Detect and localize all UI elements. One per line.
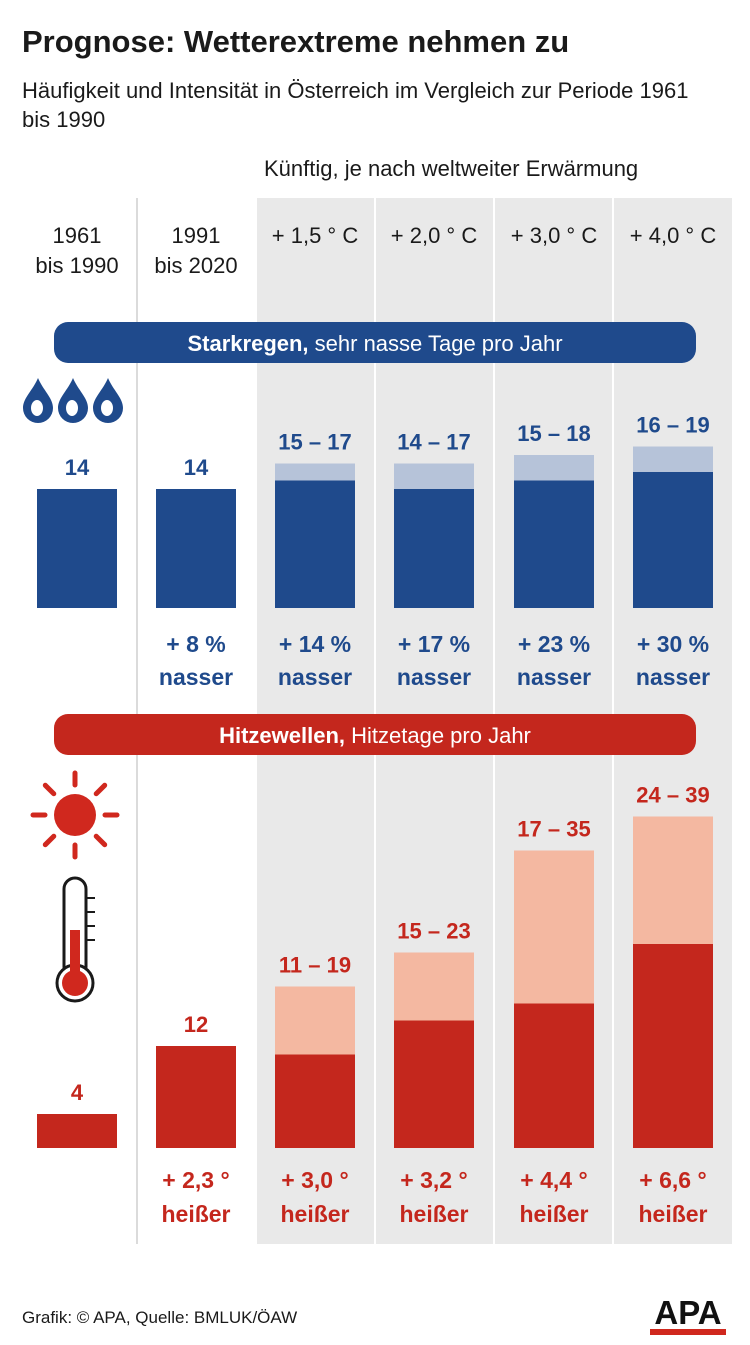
starkregen-value-label: 14 xyxy=(65,455,90,480)
column-header-line2: bis 1990 xyxy=(35,253,118,278)
hitzewellen-banner-title: Hitzewellen, Hitzetage pro Jahr xyxy=(219,723,531,748)
hitzewellen-bar xyxy=(394,1020,474,1148)
sun-ray xyxy=(42,782,57,797)
raindrop-highlight xyxy=(66,400,78,416)
hitzewellen-bar-range xyxy=(633,816,713,944)
starkregen-value-label: 14 – 17 xyxy=(397,430,470,455)
raindrop-highlight xyxy=(31,400,43,416)
source-footer: Grafik: © APA, Quelle: BMLUK/ÖAW xyxy=(22,1308,298,1327)
page-subtitle: Häufigkeit und Intensität in Österreich … xyxy=(22,78,689,132)
hitzewellen-bar-range xyxy=(394,952,474,1021)
banner-title-bold: Starkregen, xyxy=(187,331,308,356)
starkregen-banner-title: Starkregen, sehr nasse Tage pro Jahr xyxy=(187,331,562,356)
hitzewellen-value-label: 11 – 19 xyxy=(279,953,351,978)
column-header-line1: 1961 xyxy=(53,223,102,248)
raindrops-icon xyxy=(23,378,123,423)
starkregen-change-value: + 30 % xyxy=(637,631,709,657)
hitzewellen-bar xyxy=(275,1054,355,1148)
starkregen-bar xyxy=(156,489,236,608)
hitzewellen-change-word: heißer xyxy=(519,1201,588,1227)
column-header: + 2,0 ° C xyxy=(391,223,478,248)
column-header-line2: bis 2020 xyxy=(154,253,237,278)
thermometer-icon xyxy=(55,876,95,1003)
page-title: Prognose: Wetterextreme nehmen zu xyxy=(22,24,570,59)
banner-title-bold: Hitzewellen, xyxy=(219,723,345,748)
thermometer-bulb xyxy=(62,970,88,996)
sun-ray xyxy=(42,833,57,848)
hitzewellen-change-word: heißer xyxy=(638,1201,707,1227)
starkregen-bar-range xyxy=(275,463,355,481)
hitzewellen-value-label: 17 – 35 xyxy=(517,817,590,842)
starkregen-banner xyxy=(54,322,696,363)
svg-text:APA: APA xyxy=(654,1294,721,1331)
apa-logo: APA xyxy=(650,1294,726,1335)
starkregen-bar-range xyxy=(394,463,474,489)
starkregen-change-value: + 23 % xyxy=(518,631,590,657)
starkregen-change-word: nasser xyxy=(397,664,471,690)
starkregen-bar xyxy=(37,489,117,608)
column-header-line1: 1991 xyxy=(172,223,221,248)
sun-icon xyxy=(30,770,120,860)
hitzewellen-change-value: + 3,0 ° xyxy=(281,1167,348,1193)
starkregen-change-value: + 17 % xyxy=(398,631,470,657)
starkregen-change-value: + 8 % xyxy=(166,631,225,657)
starkregen-bar xyxy=(633,472,713,608)
hitzewellen-bar xyxy=(37,1114,117,1148)
hitzewellen-bar-range xyxy=(275,986,355,1055)
banner-title-rest: sehr nasse Tage pro Jahr xyxy=(309,331,563,356)
starkregen-change-word: nasser xyxy=(159,664,233,690)
starkregen-change-word: nasser xyxy=(517,664,591,690)
starkregen-change-word: nasser xyxy=(636,664,710,690)
hitzewellen-bar-range xyxy=(514,850,594,1004)
hitzewellen-change-word: heißer xyxy=(161,1201,230,1227)
column-header: + 1,5 ° C xyxy=(272,223,359,248)
hitzewellen-value-label: 12 xyxy=(184,1012,208,1037)
banner-title-rest: Hitzetage pro Jahr xyxy=(345,723,531,748)
hitzewellen-change-word: heißer xyxy=(399,1201,468,1227)
thermometer-mercury xyxy=(70,930,80,980)
sun-ray xyxy=(93,833,108,848)
hitzewellen-bar xyxy=(633,944,713,1148)
starkregen-bar xyxy=(394,489,474,608)
column-header: + 3,0 ° C xyxy=(511,223,598,248)
hitzewellen-value-label: 24 – 39 xyxy=(636,783,709,808)
starkregen-bar xyxy=(514,480,594,608)
sun-ray xyxy=(93,782,108,797)
hitzewellen-bar xyxy=(514,1003,594,1148)
future-scenarios-label: Künftig, je nach weltweiter Erwärmung xyxy=(264,156,639,181)
hitzewellen-value-label: 15 – 23 xyxy=(397,919,470,944)
hitzewellen-change-value: + 6,6 ° xyxy=(639,1167,706,1193)
starkregen-value-label: 16 – 19 xyxy=(636,413,709,438)
hitzewellen-bar xyxy=(156,1046,236,1148)
hitzewellen-value-label: 4 xyxy=(71,1080,84,1105)
starkregen-bar-range xyxy=(633,446,713,472)
starkregen-change-value: + 14 % xyxy=(279,631,351,657)
sun-core xyxy=(54,794,96,836)
hitzewellen-change-value: + 4,4 ° xyxy=(520,1167,587,1193)
starkregen-value-label: 15 – 18 xyxy=(517,421,590,446)
starkregen-value-label: 14 xyxy=(184,455,209,480)
starkregen-bar xyxy=(275,480,355,608)
column-header: + 4,0 ° C xyxy=(630,223,717,248)
starkregen-value-label: 15 – 17 xyxy=(278,430,351,455)
starkregen-bar-range xyxy=(514,455,594,481)
raindrop-highlight xyxy=(101,400,113,416)
hitzewellen-change-value: + 3,2 ° xyxy=(400,1167,467,1193)
hitzewellen-banner xyxy=(54,714,696,755)
hitzewellen-change-value: + 2,3 ° xyxy=(162,1167,229,1193)
hitzewellen-change-word: heißer xyxy=(280,1201,349,1227)
starkregen-change-word: nasser xyxy=(278,664,352,690)
